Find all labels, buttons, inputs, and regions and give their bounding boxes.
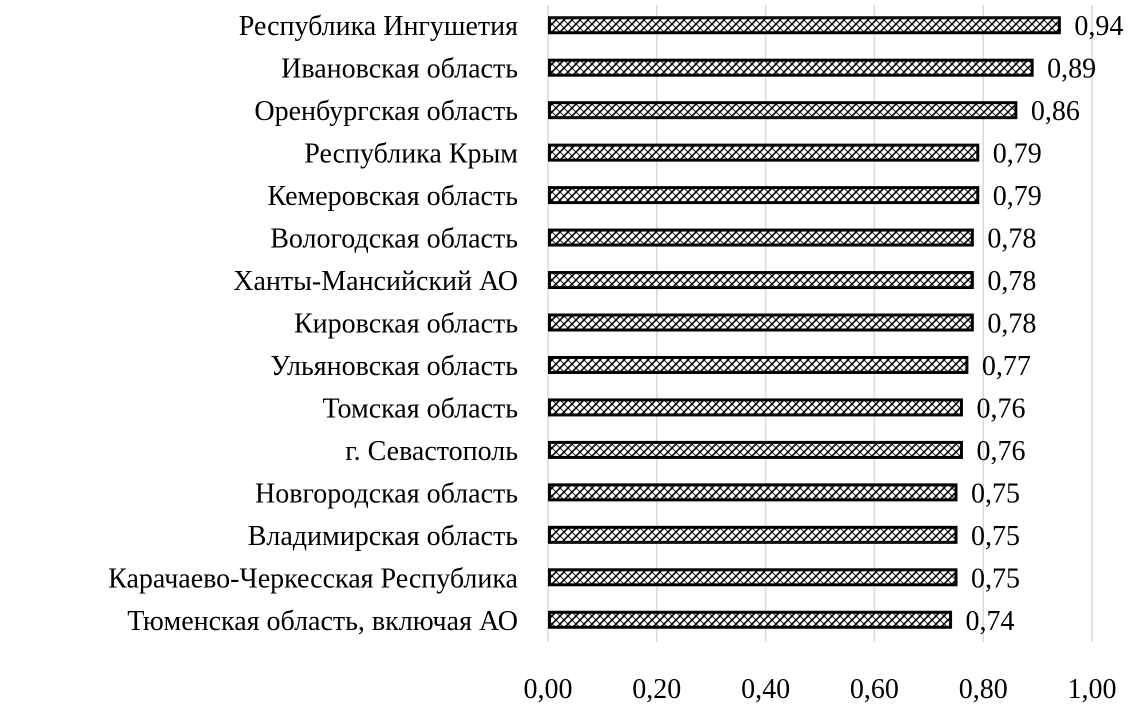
data-label: 0,74 — [966, 606, 1015, 637]
category-label: Владимирская область — [248, 521, 518, 552]
category-label: Республика Ингушетия — [239, 11, 518, 42]
value-labels: 0,94 0,89 0,86 0,79 0,79 0,78 0,78 0,78 0,77 0,76… — [966, 11, 1124, 637]
bar — [548, 568, 958, 587]
x-axis-ticks: 0,00 0,20 0,40 0,60 0,80 1,00 — [524, 674, 1117, 705]
bar — [548, 271, 974, 290]
category-label: Ханты-Мансийский АО — [233, 266, 518, 297]
category-label: Карачаево-Черкесская Республика — [108, 563, 518, 594]
x-tick-label: 0,40 — [741, 674, 790, 705]
bar — [548, 355, 969, 374]
data-label: 0,79 — [993, 181, 1042, 212]
x-tick-label: 0,80 — [959, 674, 1008, 705]
data-label: 0,78 — [987, 309, 1036, 340]
data-label: 0,78 — [987, 224, 1036, 255]
x-tick-label: 0,00 — [524, 674, 573, 705]
category-label: Новгородская область — [255, 478, 518, 509]
category-label: Оренбургская область — [254, 96, 518, 127]
category-label: Республика Крым — [304, 139, 518, 170]
category-labels: Республика Ингушетия Ивановская область Ор… — [108, 11, 518, 637]
bar — [548, 186, 980, 205]
bar — [548, 58, 1034, 77]
x-tick-label: 0,20 — [632, 674, 681, 705]
data-label: 0,94 — [1074, 11, 1123, 42]
x-tick-label: 1,00 — [1068, 674, 1117, 705]
bar — [548, 483, 958, 502]
data-label: 0,75 — [971, 478, 1020, 509]
data-label: 0,78 — [987, 266, 1036, 297]
data-label: 0,75 — [971, 521, 1020, 552]
data-label: 0,86 — [1031, 96, 1080, 127]
bar — [548, 16, 1061, 35]
category-label: г. Севастополь — [345, 436, 518, 467]
category-label: Ивановская область — [281, 54, 518, 85]
data-label: 0,79 — [993, 139, 1042, 170]
bar — [548, 440, 963, 459]
data-label: 0,77 — [982, 351, 1031, 382]
bar — [548, 101, 1018, 120]
data-label: 0,89 — [1047, 54, 1096, 85]
data-label: 0,75 — [971, 563, 1020, 594]
data-label: 0,76 — [976, 393, 1025, 424]
bar — [548, 228, 974, 247]
category-label: Томская область — [323, 393, 518, 424]
x-tick-label: 0,60 — [850, 674, 899, 705]
bar — [548, 143, 980, 162]
data-label: 0,76 — [976, 436, 1025, 467]
bars — [548, 16, 1061, 629]
bar — [548, 398, 963, 417]
category-label: Вологодская область — [270, 224, 518, 255]
category-label: Кемеровская область — [267, 181, 518, 212]
bar — [548, 610, 953, 629]
bar — [548, 313, 974, 332]
category-label: Тюменская область, включая АО — [127, 606, 518, 637]
category-label: Кировская область — [294, 309, 518, 340]
bar — [548, 525, 958, 544]
category-label: Ульяновская область — [270, 351, 518, 382]
